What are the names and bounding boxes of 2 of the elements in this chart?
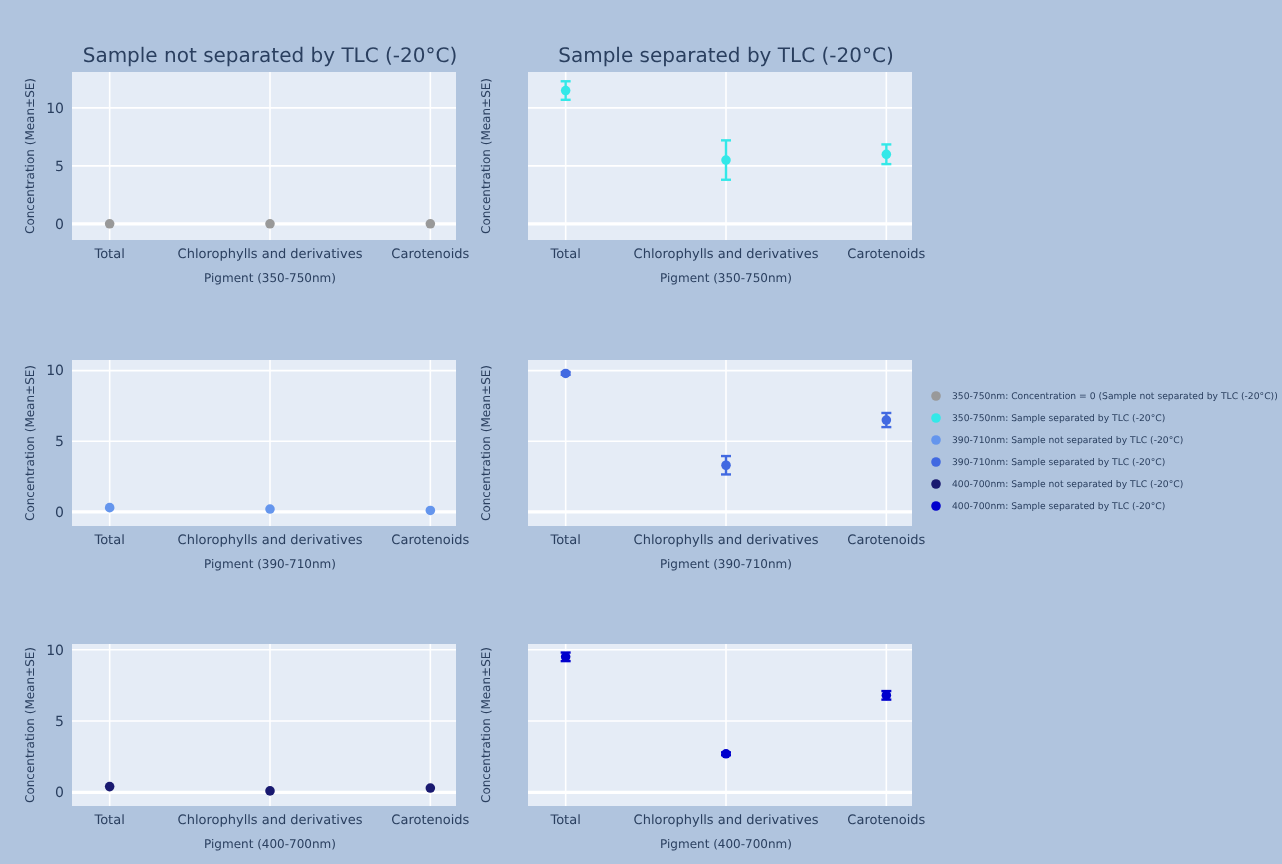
chart-title: Sample separated by TLC (-20°C) bbox=[558, 46, 894, 68]
chart-title: Sample not separated by TLC (-20°C) bbox=[82, 46, 458, 68]
